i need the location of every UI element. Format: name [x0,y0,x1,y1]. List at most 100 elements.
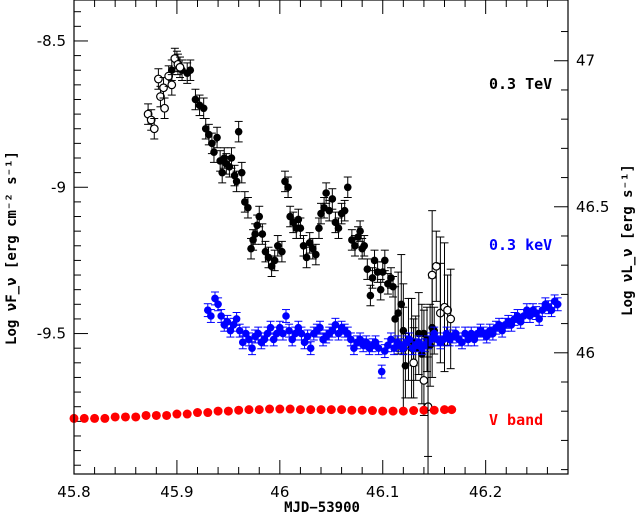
data-point [255,212,264,221]
data-point [381,347,389,355]
data-point [162,410,172,420]
data-point [281,177,289,186]
data-point [507,320,516,329]
data-point [328,326,337,335]
data-point [334,329,343,338]
data-point [523,306,531,314]
data-point [234,405,244,415]
data-point [513,312,522,320]
data-point [203,306,212,314]
tick-layer: 45.8 45.9 46 46.1 46.2 -8.5 -9 -9.5 47 46.5 46 [37,0,609,501]
data-point [366,291,375,300]
data-point [261,247,270,256]
data-point [237,168,246,177]
data-point [538,306,547,314]
data-point [446,314,456,324]
data-point [516,318,525,326]
data-point [208,139,216,148]
labels-layer: 0.3 TeV 0.3 keV V band [489,75,552,429]
data-point [367,406,377,416]
data-point [427,270,437,280]
data-point [284,183,292,192]
data-point [356,227,364,235]
data-point [340,206,349,215]
data-point [110,412,120,422]
data-point [371,338,380,347]
data-point [388,406,398,416]
data-point [172,409,182,419]
data-point [258,230,267,238]
data-point [285,404,295,414]
y-tick-label-left: -9 [51,178,66,196]
plot-frame [73,0,569,475]
data-point [207,312,215,320]
data-point [498,326,506,335]
y-tick-label-left: -9.5 [37,325,66,343]
data-point [167,80,177,90]
data-point [306,344,315,352]
data-point [251,230,259,238]
data-point [331,218,340,227]
data-point [443,305,452,315]
data-point [213,133,221,142]
data-point [213,406,223,416]
data-point [464,335,472,344]
data-point [267,262,276,271]
data-point [384,341,392,350]
data-point [244,203,252,212]
x-tick-label: 46 [270,483,289,501]
data-point [182,409,192,419]
data-point [279,329,287,338]
data-point [265,404,275,414]
data-point [376,285,385,294]
x-tick-label: 45.8 [57,483,90,501]
x-tick-label: 46.2 [469,483,502,501]
data-point [120,412,130,422]
y-axis-title-right: Log νL_ν [erg s⁻¹] [620,164,636,316]
data-point [286,212,294,221]
data-point [495,320,503,329]
data-point [470,335,479,344]
data-point [519,312,528,320]
data-point [254,405,264,415]
y-tick-label-left: -8.5 [37,32,66,50]
data-point [218,168,226,177]
data-point [203,408,213,418]
data-point [526,312,534,320]
data-point [305,239,314,247]
data-point [90,413,100,423]
data-point [201,124,210,133]
data-point [191,95,200,104]
data-point [175,62,185,72]
points-layer [69,47,562,474]
data-point [409,358,419,368]
data-point [378,406,388,416]
data-point [374,344,383,352]
data-point [131,412,141,422]
data-point [291,329,300,338]
data-point [294,215,303,224]
data-point [360,241,369,250]
series-label-tev: 0.3 TeV [489,75,552,93]
x-tick-label: 45.9 [160,483,193,501]
data-point [322,189,330,197]
data-point [439,335,448,344]
data-point [377,367,386,376]
data-point [295,405,305,415]
data-point [391,315,399,323]
data-point [247,244,255,253]
data-point [223,406,233,416]
data-point [159,83,168,93]
data-point [282,312,290,320]
data-point [553,300,562,309]
data-point [79,413,89,423]
data-point [153,74,163,84]
y-axis-title-left: Log νF_ν [erg cm⁻² s⁻¹] [4,151,20,345]
series-label-vband: V band [489,411,543,429]
data-point [387,274,395,282]
data-point [334,224,343,233]
data-point [275,404,285,414]
data-point [263,329,272,338]
data-point [362,338,371,347]
data-point [229,320,238,329]
